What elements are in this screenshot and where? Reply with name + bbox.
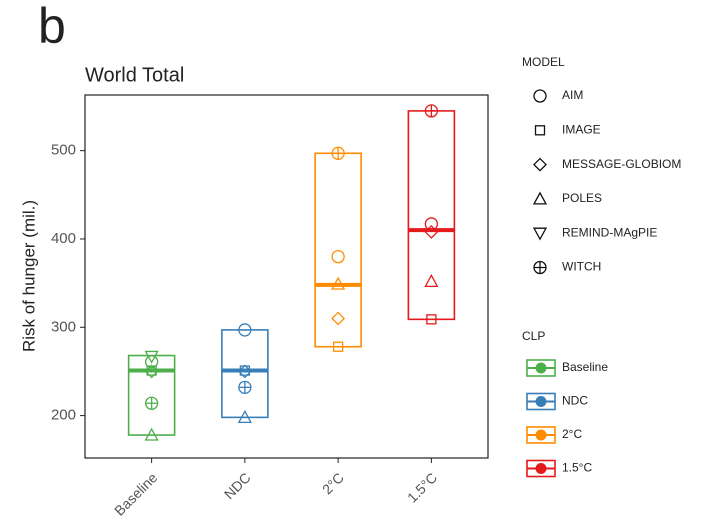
marker [144, 364, 159, 379]
legend-key [535, 429, 547, 441]
plot-frame [84, 94, 489, 459]
legend-label: REMIND-MAgPIE [562, 225, 657, 239]
marker [238, 323, 252, 337]
marker [331, 146, 345, 160]
x-tick-label: 2°C [319, 469, 347, 497]
marker [144, 427, 159, 441]
marker [532, 227, 548, 241]
legend-label: 2°C [562, 427, 582, 441]
legend-title: MODEL [522, 55, 565, 69]
marker [237, 364, 252, 379]
legend-key [535, 396, 547, 407]
marker [424, 217, 439, 231]
legend-label: Baseline [562, 360, 608, 374]
marker [331, 249, 345, 264]
legend-label: IMAGE [562, 122, 601, 136]
marker [332, 341, 344, 352]
legend-label: WITCH [562, 260, 601, 274]
x-tick-label: NDC [221, 469, 254, 502]
x-tick-label: Baseline [111, 469, 160, 518]
marker [533, 89, 547, 103]
legend-key [535, 362, 547, 374]
marker [532, 191, 548, 205]
legend-label: AIM [562, 88, 583, 102]
marker [533, 260, 547, 275]
legend-label: NDC [562, 394, 588, 408]
marker [424, 274, 439, 288]
chart-title: World Total [85, 64, 184, 86]
range-box [407, 110, 456, 321]
y-tick-label: 200 [51, 407, 76, 424]
marker [144, 396, 159, 410]
x-tick-label: 1.5°C [404, 469, 440, 505]
legend-key [535, 463, 547, 474]
panel-label: b [38, 0, 66, 54]
marker [533, 157, 547, 172]
marker [238, 380, 252, 394]
y-tick-label: 500 [51, 142, 76, 159]
marker [144, 355, 159, 369]
legend-label: POLES [562, 191, 602, 205]
y-axis-label: Risk of hunger (mil.) [19, 200, 38, 352]
marker [426, 314, 437, 325]
marker [424, 224, 439, 239]
y-tick-label: 400 [51, 230, 76, 247]
legend-label: MESSAGE-GLOBIOM [562, 157, 681, 171]
y-tick-label: 300 [51, 318, 76, 335]
marker [331, 276, 346, 290]
range-box [221, 329, 269, 419]
marker [237, 410, 252, 424]
legend-label: 1.5°C [562, 461, 592, 475]
legend-title: CLP [522, 329, 545, 343]
marker [144, 350, 159, 364]
marker [331, 311, 346, 326]
marker [424, 104, 439, 118]
marker [534, 125, 546, 136]
